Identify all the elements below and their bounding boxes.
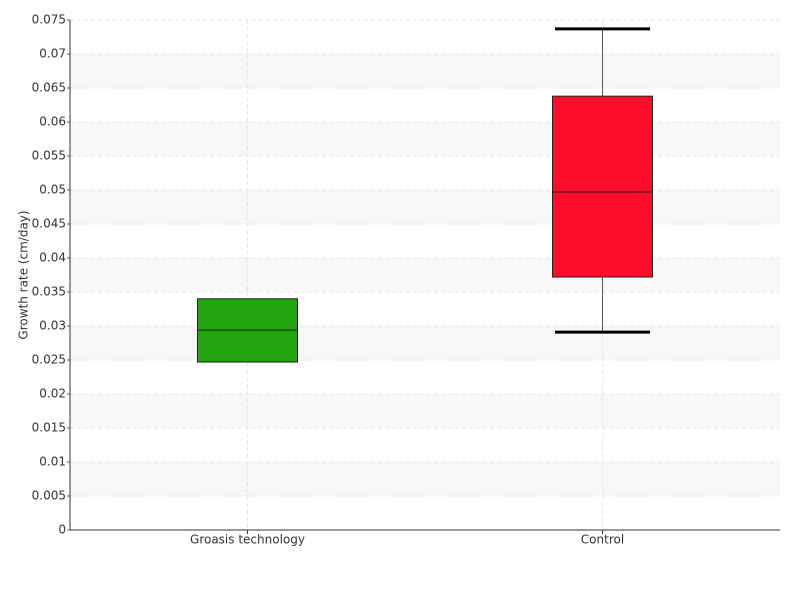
y-tick-label: 0.015 [32, 421, 66, 435]
x-tick-label: Control [581, 533, 624, 547]
grid-band [70, 258, 780, 292]
grid-band [70, 54, 780, 88]
y-tick-label: 0.005 [32, 489, 66, 503]
y-tick-label: 0.065 [32, 81, 66, 95]
y-tick-label: 0.025 [32, 353, 66, 367]
y-tick-label: 0.05 [39, 183, 66, 197]
y-tick-label: 0.075 [32, 13, 66, 27]
y-tick-label: 0.01 [39, 455, 66, 469]
y-tick-label: 0.03 [39, 319, 66, 333]
y-tick-label: 0.02 [39, 387, 66, 401]
grid-band [70, 122, 780, 156]
y-tick-label: 0.07 [39, 47, 66, 61]
y-tick-label: 0.055 [32, 149, 66, 163]
y-tick-label: 0 [58, 523, 66, 537]
y-axis-label: Growth rate (cm/day) [17, 210, 31, 339]
y-tick-label: 0.045 [32, 217, 66, 231]
grid-band [70, 190, 780, 224]
x-tick-label: Groasis technology [190, 533, 305, 547]
grid-band [70, 326, 780, 360]
y-tick-label: 0.06 [39, 115, 66, 129]
grid-band [70, 462, 780, 496]
y-tick-label: 0.035 [32, 285, 66, 299]
box [552, 95, 653, 278]
grid-band [70, 394, 780, 428]
y-tick-label: 0.04 [39, 251, 66, 265]
